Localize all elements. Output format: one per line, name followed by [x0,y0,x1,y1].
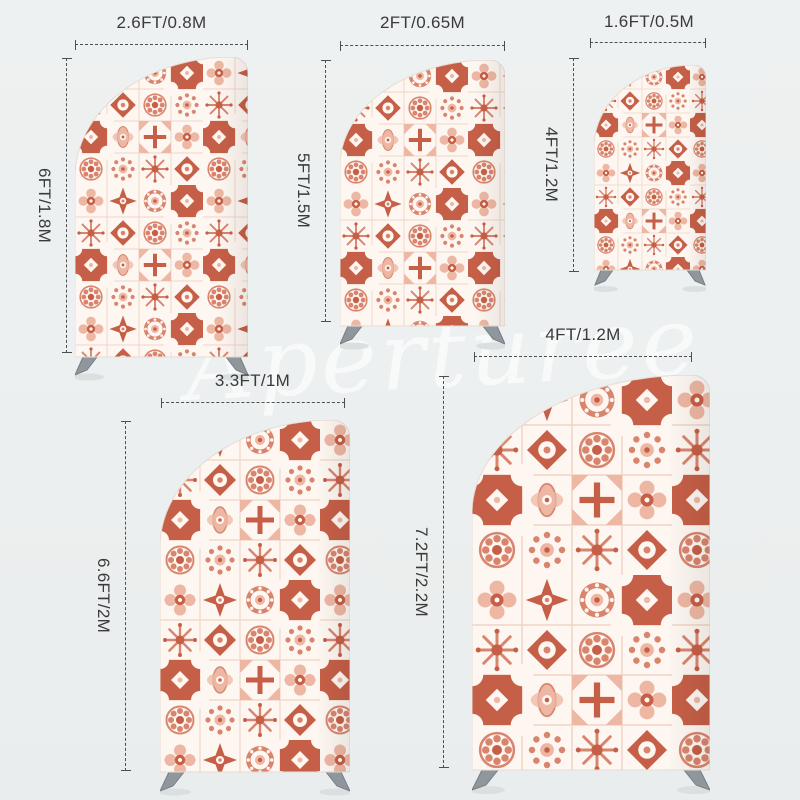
b4-foot-shadow-right [319,788,350,796]
b3-backdrop-arch [594,65,706,292]
b5-height-label: 7.2FT/2.2M [412,527,431,617]
b5-height-dimension-line [439,376,449,768]
b5-backdrop-arch [472,375,710,794]
b4-foot-shadow-left [160,788,191,796]
b1-foot-shadow-right [219,373,248,381]
b1-width-dimension-line [75,40,248,50]
b1-height-label: 6FT/1.8M [35,167,54,244]
b1-backdrop-arch [75,57,248,381]
b2-foot-shadow-right [476,342,505,350]
b5-arch-shading [472,375,710,770]
b3-width-label: 1.6FT/0.5M [604,12,694,31]
b2-arch-shading [340,60,505,326]
b4-arch-shading [160,420,350,772]
b4-width-label: 3.3FT/1M [214,371,291,390]
b3-foot-shadow-left [594,286,618,292]
b5-foot-shadow-right [677,786,710,794]
b2-height-label: 5FT/1.5M [294,153,313,229]
b5-foot-shadow-left [472,786,505,794]
b4-width-dimension-line [161,398,345,408]
b4-backdrop-arch [160,420,350,796]
b4-height-label: 6.6FT/2M [94,558,113,634]
b5-stand-feet [472,769,710,791]
b2-width-label: 2FT/0.65M [380,13,465,32]
b3-stand-feet [594,269,706,286]
b5-width-dimension-line [474,352,692,362]
b3-height-label: 4FT/1.2M [542,127,561,203]
b4-stand-feet [160,771,350,792]
b1-width-label: 2.6FT/0.8M [116,13,207,32]
b1-height-dimension-line [62,58,72,353]
b2-backdrop-arch [340,60,505,350]
b3-width-dimension-line [590,38,706,48]
b1-stand-feet [75,356,248,376]
b3-height-dimension-line [569,58,579,272]
b2-height-dimension-line [321,60,331,322]
b4-height-dimension-line [121,421,131,771]
b2-width-dimension-line [340,41,505,51]
b5-width-label: 4FT/1.2M [545,325,621,344]
b1-foot-shadow-left [75,373,104,381]
b2-foot-shadow-left [340,342,369,350]
b3-arch-shading [594,65,706,270]
b1-arch-shading [75,57,248,357]
b3-foot-shadow-right [682,286,706,292]
